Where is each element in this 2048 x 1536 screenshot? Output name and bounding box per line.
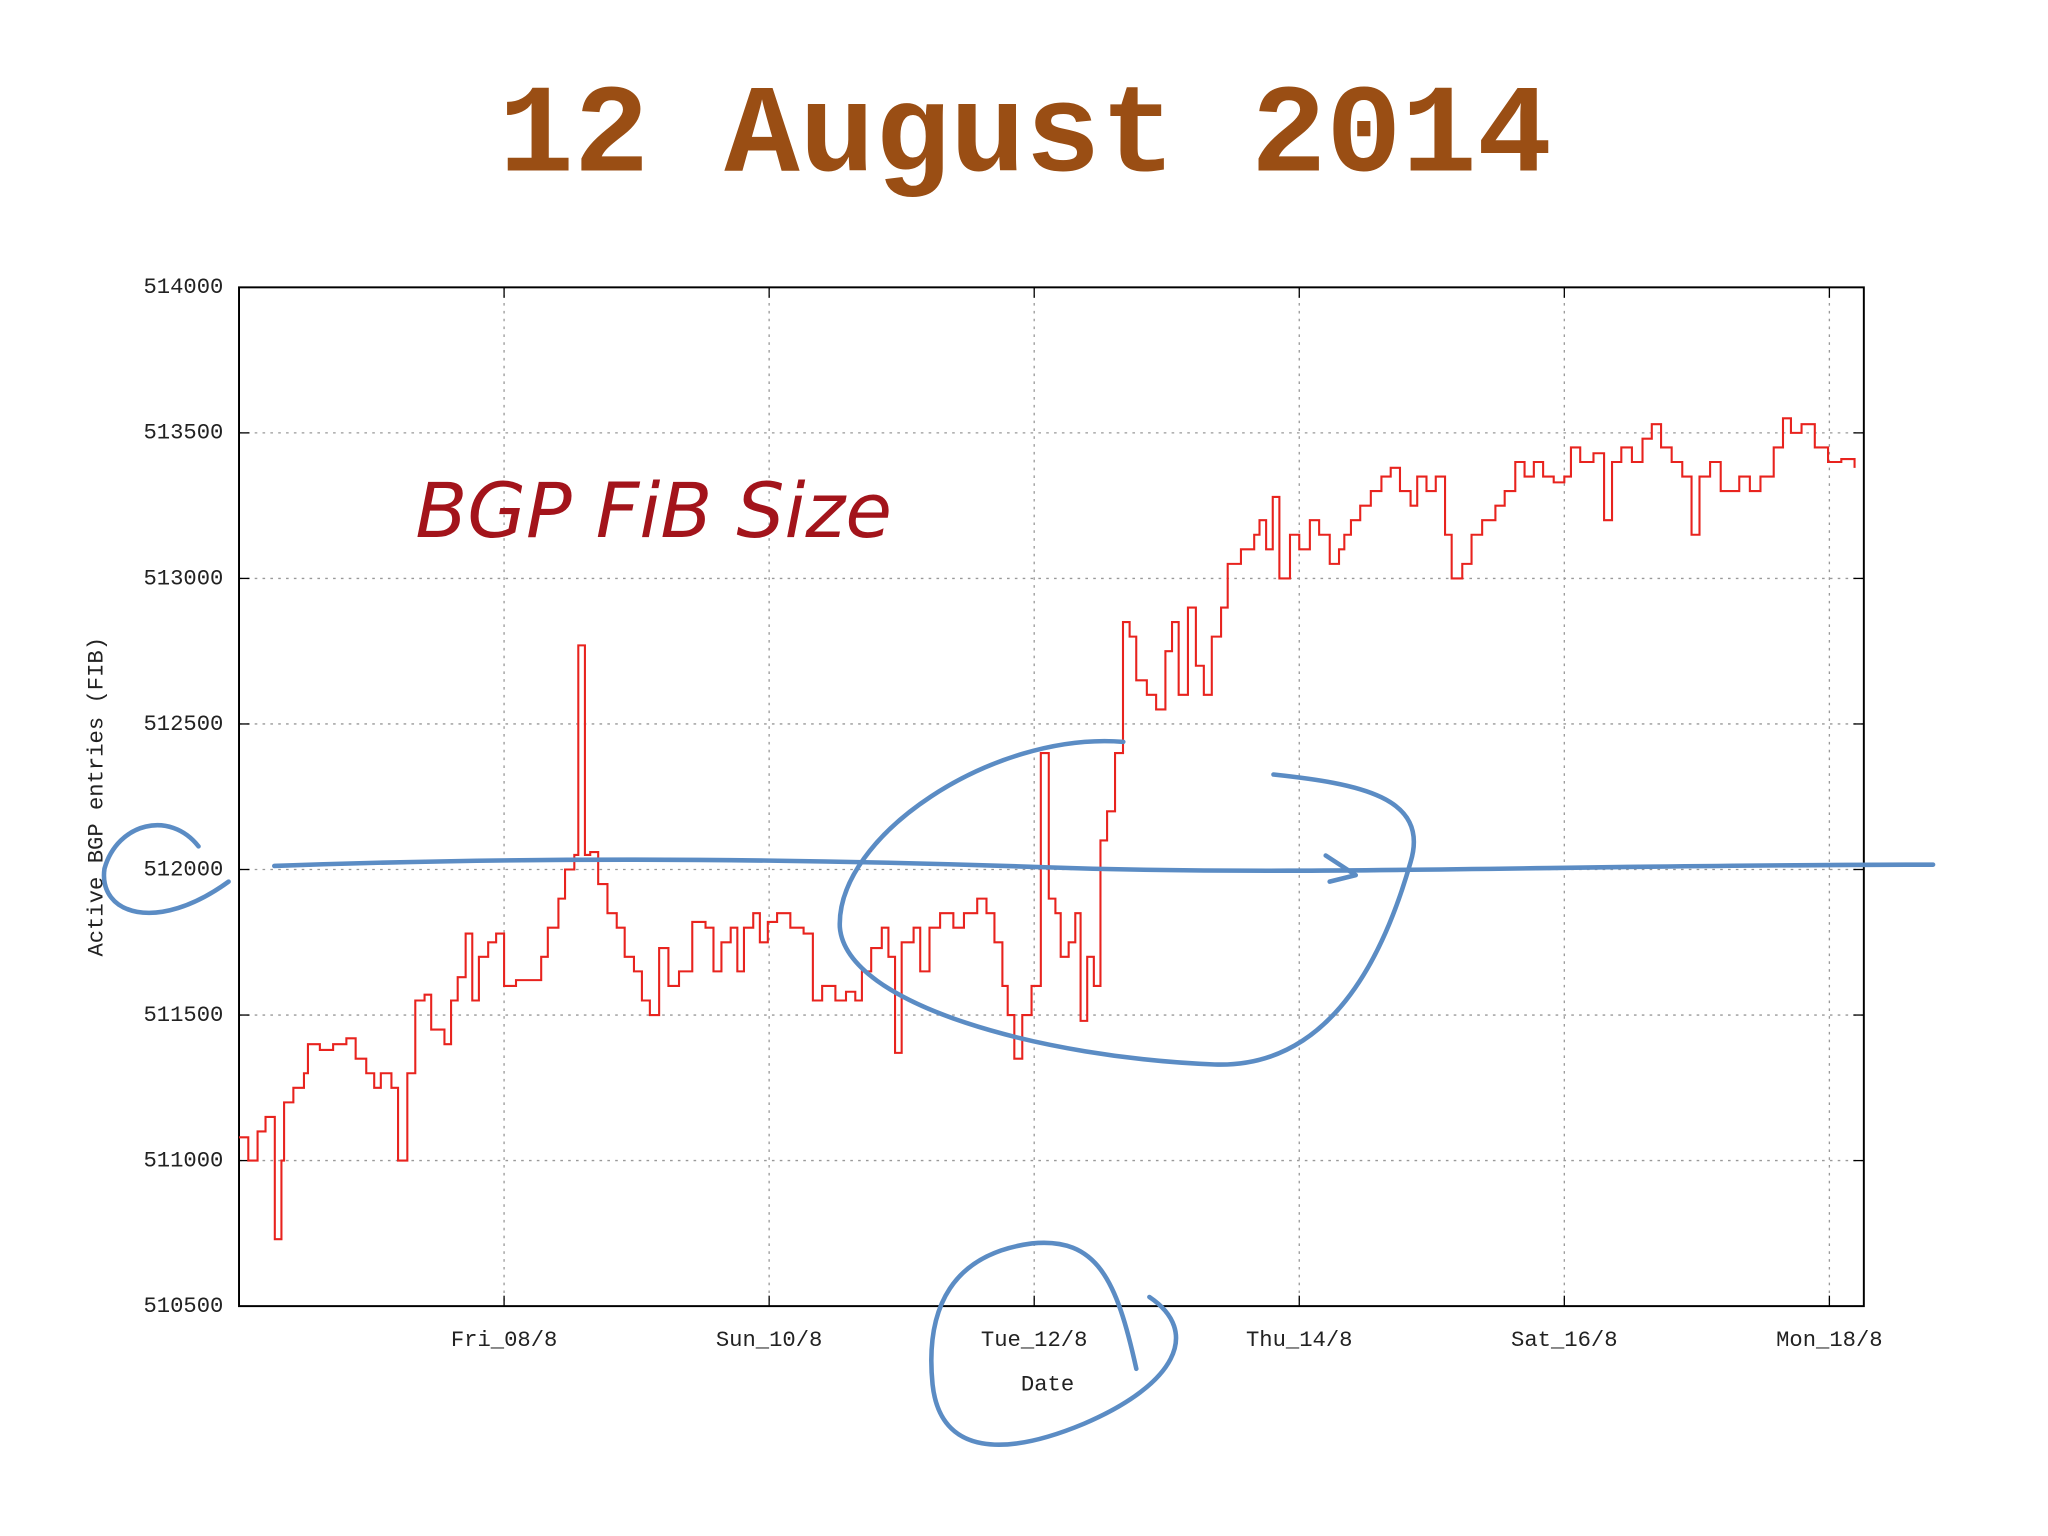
pen-line bbox=[272, 857, 1936, 874]
pen-circle bbox=[929, 1240, 1179, 1447]
plot-frame bbox=[238, 286, 1865, 1308]
x-tick-label: Fri_08/8 bbox=[451, 1328, 558, 1353]
y-tick-label: 514000 bbox=[143, 275, 223, 300]
y-axis-label: Active BGP entries (FIB) bbox=[85, 637, 110, 957]
x-tick-label: Thu_14/8 bbox=[1246, 1328, 1353, 1353]
x-tick-label: Tue_12/8 bbox=[981, 1328, 1088, 1353]
x-tick-label: Mon_18/8 bbox=[1776, 1328, 1883, 1353]
slide-title: 12 August 2014 bbox=[499, 66, 1552, 208]
annotation: BGP FiB Size bbox=[415, 467, 892, 555]
x-tick-label: Sun_10/8 bbox=[716, 1328, 823, 1353]
y-tick-label: 511500 bbox=[143, 1003, 223, 1028]
y-tick-label: 512500 bbox=[143, 712, 223, 737]
pen-arrow bbox=[1323, 853, 1359, 884]
y-tick-label: 513000 bbox=[143, 566, 223, 591]
x-tick-label: Sat_16/8 bbox=[1511, 1328, 1618, 1353]
y-tick-label: 512000 bbox=[143, 857, 223, 882]
pen-marks bbox=[101, 738, 1936, 1447]
x-axis-label: Date bbox=[1021, 1372, 1074, 1397]
plot: 510500 511000 511500 512000 512500 513000 5135… bbox=[143, 275, 1882, 1353]
data-line bbox=[239, 417, 1856, 1241]
pen-ellipse bbox=[837, 738, 1417, 1067]
pen-circle bbox=[101, 822, 231, 916]
y-tick-label: 513500 bbox=[143, 421, 223, 446]
y-tick-label: 511000 bbox=[143, 1148, 223, 1173]
y-tick-label: 510500 bbox=[143, 1294, 223, 1319]
